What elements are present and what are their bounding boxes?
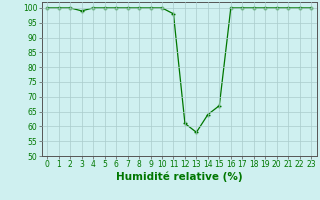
X-axis label: Humidité relative (%): Humidité relative (%) bbox=[116, 172, 243, 182]
